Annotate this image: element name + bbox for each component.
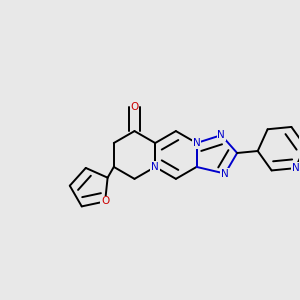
Text: O: O [101,196,109,206]
Text: N: N [218,130,225,140]
Text: N: N [193,138,200,148]
Text: N: N [221,169,229,178]
Text: N: N [151,162,159,172]
Text: N: N [292,163,299,173]
Text: O: O [130,102,139,112]
